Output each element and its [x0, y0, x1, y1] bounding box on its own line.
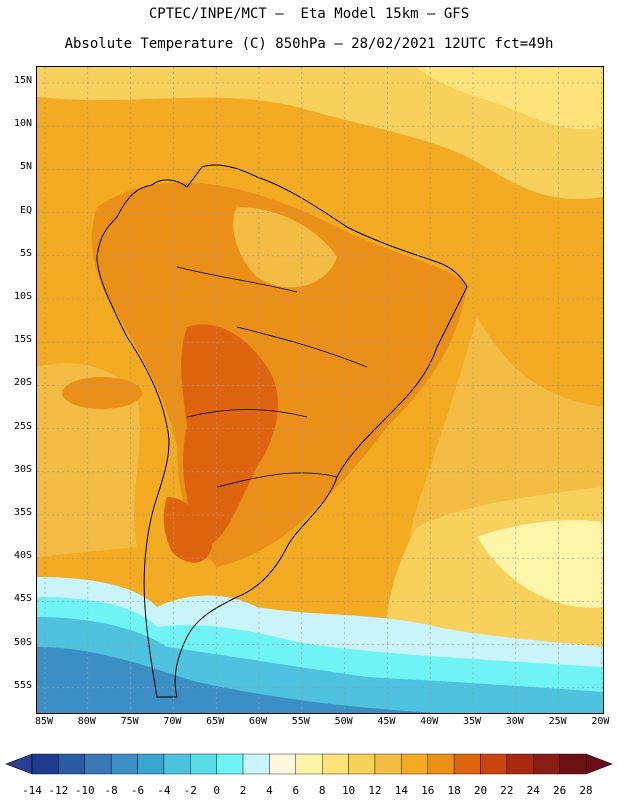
lon-label: 35W [462, 716, 482, 727]
zone-west-yellow [37, 363, 140, 557]
lon-label: 55W [291, 716, 310, 727]
colorbar-label: 6 [292, 784, 300, 797]
zone-south-blue [37, 647, 437, 713]
colorbar-cell [453, 753, 481, 775]
temperature-map [36, 66, 604, 714]
zone-warm-pale [477, 520, 603, 608]
colorbar-label: -10 [74, 784, 95, 797]
colorbar-cell [269, 753, 297, 775]
lon-label: 70W [163, 716, 182, 727]
zone-north-pale [417, 67, 603, 130]
title-line1: CPTEC/INPE/MCT – Eta Model 15km – GFS [148, 6, 470, 22]
colorbar-cell [480, 753, 508, 775]
lat-label: 15S [13, 334, 32, 346]
gridlines [37, 67, 603, 713]
lat-label: 5S [19, 247, 32, 259]
colorbar-cell [242, 753, 270, 775]
country-borders [176, 266, 368, 488]
lat-label: 35S [13, 507, 32, 518]
lat-label: 50S [13, 636, 32, 648]
lon-label: 85W [34, 716, 54, 727]
colorbar-cell [559, 753, 587, 775]
colorbar-label: 2 [239, 784, 247, 797]
lat-label: 15N [13, 75, 32, 86]
colorbar-label: 26 [552, 784, 567, 797]
colorbar-cell [506, 753, 534, 775]
lat-label: 25S [13, 420, 32, 432]
colorbar-label: -12 [48, 784, 69, 797]
colorbar-label: -14 [22, 784, 42, 797]
lat-label: 10N [13, 118, 32, 130]
lat-label: 10S [13, 291, 32, 302]
colorbar-cell [348, 753, 376, 775]
colorbar-cell [163, 753, 191, 775]
lon-label: 20W [591, 716, 610, 727]
lat-label: 55S [13, 679, 32, 691]
colorbar-low-arrow [5, 753, 33, 775]
colorbar-label: 16 [421, 784, 435, 797]
colorbar-cell [84, 753, 112, 775]
lon-label: 60W [248, 716, 268, 727]
colorbar-label: 0 [213, 784, 220, 797]
colorbar-label: 28 [579, 784, 593, 797]
lon-label: 25W [548, 716, 567, 727]
colorbar-cell [137, 753, 165, 775]
colorbar-label: -4 [157, 784, 171, 797]
colorbar-label: -6 [130, 784, 145, 797]
lat-label: 20S [13, 377, 32, 389]
colorbar-label: -8 [104, 784, 118, 797]
colorbar [5, 753, 613, 775]
lon-label: 75W [120, 716, 139, 727]
lon-label: 40W [420, 716, 439, 727]
colorbar-label: 10 [341, 784, 356, 797]
colorbar-label: 4 [266, 784, 273, 797]
zone-pacific-orange [62, 377, 142, 409]
lon-label: 45W [377, 716, 396, 727]
colorbar-high-arrow [585, 753, 613, 775]
colorbar-cells [31, 753, 587, 775]
lon-label: 80W [77, 716, 96, 727]
colorbar-cell [374, 753, 402, 775]
map-svg [37, 67, 603, 713]
lat-label: 5N [19, 161, 32, 173]
zone-hot-south [163, 497, 212, 563]
lat-label: 30S [13, 463, 32, 475]
title-line2: Absolute Temperature (C) 850hPa – 28/02/… [64, 36, 554, 52]
colorbar-label: 20 [473, 784, 488, 797]
colorbar-label: -2 [183, 784, 197, 797]
colorbar-label: 22 [500, 784, 514, 797]
colorbar-label: 8 [318, 784, 326, 797]
colorbar-label: 24 [526, 784, 540, 797]
lat-label: 40S [13, 550, 32, 562]
lon-label: 65W [206, 716, 225, 727]
colorbar-cell [216, 753, 244, 775]
colorbar-cell [58, 753, 85, 775]
colorbar-label: 14 [394, 784, 408, 797]
lon-label: 50W [334, 716, 353, 727]
colorbar-cell [533, 753, 560, 775]
coastline [96, 164, 468, 698]
colorbar-label: 18 [447, 784, 461, 797]
lon-label: 30W [505, 716, 524, 727]
zone-north-yellow [37, 67, 603, 199]
lat-label: EQ [19, 204, 32, 216]
colorbar-cell [321, 753, 349, 775]
colorbar-label: 12 [368, 784, 382, 797]
colorbar-cell [427, 753, 455, 775]
colorbar-cell [110, 753, 138, 775]
lat-label: 45S [13, 593, 32, 605]
colorbar-cell [401, 753, 428, 775]
zone-hot-core [181, 324, 278, 547]
colorbar-cell [295, 753, 323, 775]
colorbar-cell [31, 753, 59, 775]
colorbar-cell [190, 753, 217, 775]
